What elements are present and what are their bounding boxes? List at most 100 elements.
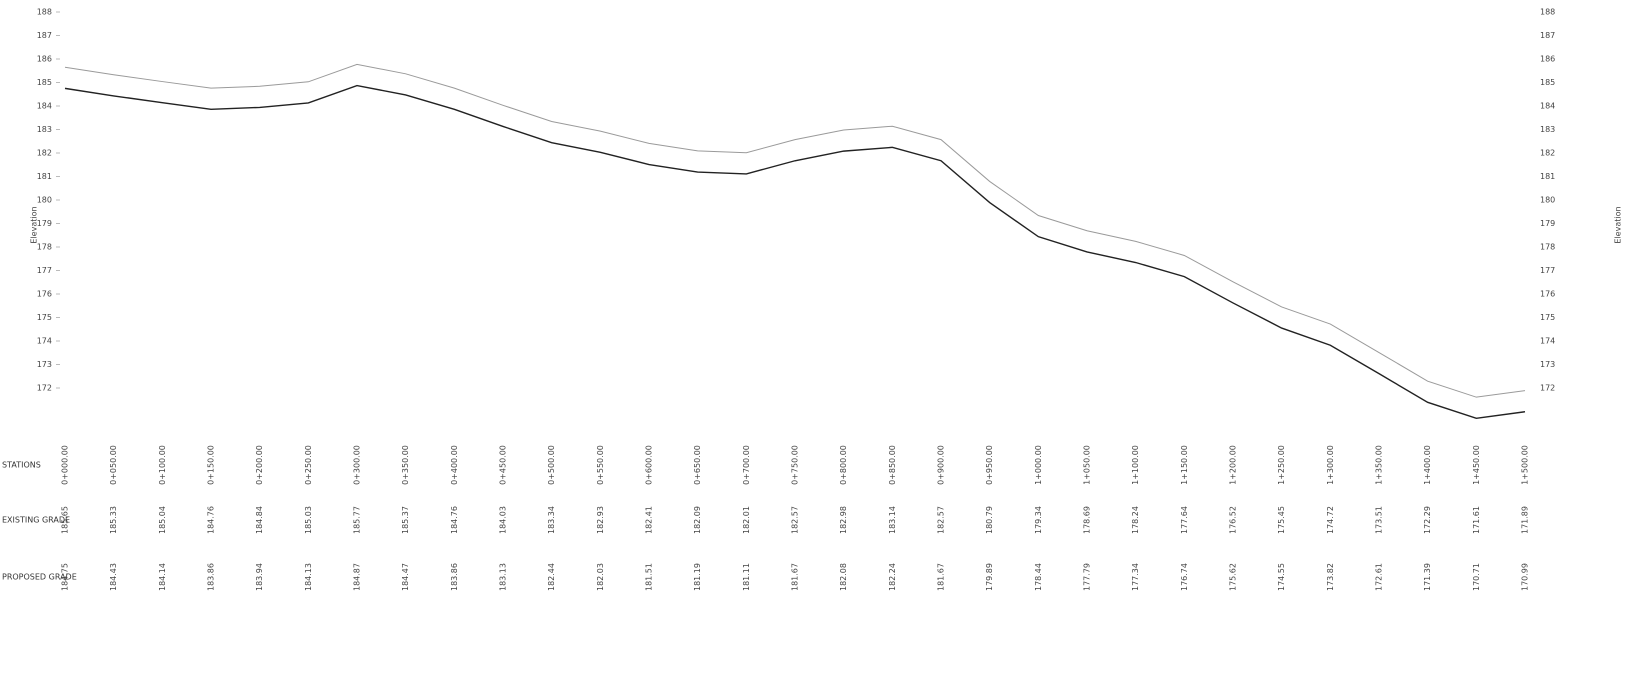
- y-tick-label: 173: [37, 360, 52, 369]
- station-label: 0+400.00: [450, 445, 459, 485]
- y2-tick-label: 172: [1540, 384, 1555, 393]
- elevation-cell: 182.93: [596, 506, 605, 534]
- y-tick-label: 180: [37, 196, 52, 205]
- elevation-cell: 183.34: [547, 506, 556, 534]
- y-tick-label: 182: [37, 149, 52, 158]
- elevation-cell: 182.44: [547, 563, 556, 591]
- y2-tick-label: 180: [1540, 196, 1555, 205]
- elevation-cell: 184.76: [207, 506, 216, 534]
- elevation-cell: 172.61: [1375, 563, 1384, 591]
- station-label: 1+450.00: [1472, 445, 1481, 485]
- y-tick-label: 186: [37, 55, 52, 64]
- station-label: 0+600.00: [645, 445, 654, 485]
- elevation-cell: 176.52: [1229, 506, 1238, 534]
- elevation-cell: 178.69: [1083, 506, 1092, 534]
- elevation-cell: 182.57: [937, 506, 946, 534]
- y-tick-label: 185: [37, 78, 52, 87]
- station-label: 1+350.00: [1375, 445, 1384, 485]
- y2-tick-label: 181: [1540, 172, 1555, 181]
- elevation-cell: 184.14: [158, 563, 167, 591]
- elevation-cell: 185.04: [158, 506, 167, 534]
- elevation-cell: 176.74: [1180, 563, 1189, 591]
- elevation-cell: 174.72: [1326, 506, 1335, 534]
- y-tick-label: 188: [37, 8, 52, 17]
- elevation-cell: 171.61: [1472, 506, 1481, 534]
- elevation-cell: 172.29: [1423, 506, 1432, 534]
- elevation-cell: 179.89: [985, 563, 994, 591]
- elevation-cell: 177.34: [1131, 563, 1140, 591]
- y-tick-label: 176: [37, 290, 52, 299]
- elevation-cell: 179.34: [1034, 506, 1043, 534]
- elevation-cell: 185.03: [304, 506, 313, 534]
- elevation-cell: 182.98: [839, 506, 848, 534]
- station-label: 0+950.00: [985, 445, 994, 485]
- y2-tick-label: 176: [1540, 290, 1555, 299]
- station-label: 0+650.00: [693, 445, 702, 485]
- elevation-cell: 170.71: [1472, 563, 1481, 591]
- y2-tick-label: 175: [1540, 313, 1555, 322]
- y2-tick-label: 173: [1540, 360, 1555, 369]
- station-label: 0+250.00: [304, 445, 313, 485]
- station-label: 0+100.00: [158, 445, 167, 485]
- elevation-cell: 178.24: [1131, 506, 1140, 534]
- elevation-cell: 182.09: [693, 506, 702, 534]
- station-label: 0+850.00: [888, 445, 897, 485]
- y2-tick-label: 186: [1540, 55, 1555, 64]
- y-tick-label: 187: [37, 31, 52, 40]
- elevation-cell: 183.86: [207, 563, 216, 591]
- elevation-cell: 182.57: [791, 506, 800, 534]
- y2-tick-label: 184: [1540, 102, 1555, 111]
- station-label: 1+050.00: [1083, 445, 1092, 485]
- station-label: 0+050.00: [109, 445, 118, 485]
- elevation-cell: 182.24: [888, 563, 897, 591]
- station-label: 0+150.00: [207, 445, 216, 485]
- elevation-cell: 185.33: [109, 506, 118, 534]
- station-label: 0+900.00: [937, 445, 946, 485]
- elevation-cell: 178.44: [1034, 563, 1043, 591]
- elevation-cell: 185.65: [61, 506, 70, 534]
- y2-tick-label: 187: [1540, 31, 1555, 40]
- y2-tick-label: 177: [1540, 266, 1555, 275]
- row-label: EXISTING GRADE: [2, 516, 70, 525]
- station-label: 1+000.00: [1034, 445, 1043, 485]
- y2-tick-label: 182: [1540, 149, 1555, 158]
- y-tick-label: 177: [37, 266, 52, 275]
- station-label: 0+200.00: [255, 445, 264, 485]
- elevation-cell: 174.55: [1277, 563, 1286, 591]
- y-tick-label: 179: [37, 219, 52, 228]
- station-label: 0+500.00: [547, 445, 556, 485]
- elevation-cell: 175.62: [1229, 563, 1238, 591]
- station-label: 0+300.00: [353, 445, 362, 485]
- elevation-cell: 182.41: [645, 506, 654, 534]
- station-label: 1+250.00: [1277, 445, 1286, 485]
- station-label: 1+300.00: [1326, 445, 1335, 485]
- elevation-cell: 170.99: [1521, 563, 1530, 591]
- elevation-cell: 181.19: [693, 563, 702, 591]
- elevation-cell: 184.87: [353, 563, 362, 591]
- elevation-cell: 183.13: [499, 563, 508, 591]
- y2-tick-label: 179: [1540, 219, 1555, 228]
- y2-tick-label: 185: [1540, 78, 1555, 87]
- elevation-cell: 184.43: [109, 563, 118, 591]
- station-label: 0+700.00: [742, 445, 751, 485]
- station-label: 1+150.00: [1180, 445, 1189, 485]
- y2-axis-title: Elevation: [1614, 206, 1623, 243]
- elevation-cell: 185.37: [401, 506, 410, 534]
- elevation-cell: 183.94: [255, 563, 264, 591]
- y-tick-label: 178: [37, 243, 52, 252]
- elevation-cell: 183.14: [888, 506, 897, 534]
- elevation-cell: 171.39: [1423, 563, 1432, 591]
- y2-tick-label: 188: [1540, 8, 1555, 17]
- station-label: 0+800.00: [839, 445, 848, 485]
- station-label: 0+350.00: [401, 445, 410, 485]
- y2-tick-label: 174: [1540, 337, 1555, 346]
- y-tick-label: 181: [37, 172, 52, 181]
- row-label: STATIONS: [2, 461, 41, 470]
- station-label: 0+750.00: [791, 445, 800, 485]
- elevation-cell: 182.08: [839, 563, 848, 591]
- elevation-cell: 175.45: [1277, 506, 1286, 534]
- elevation-cell: 184.75: [61, 563, 70, 591]
- elevation-cell: 184.76: [450, 506, 459, 534]
- y2-tick-label: 183: [1540, 125, 1555, 134]
